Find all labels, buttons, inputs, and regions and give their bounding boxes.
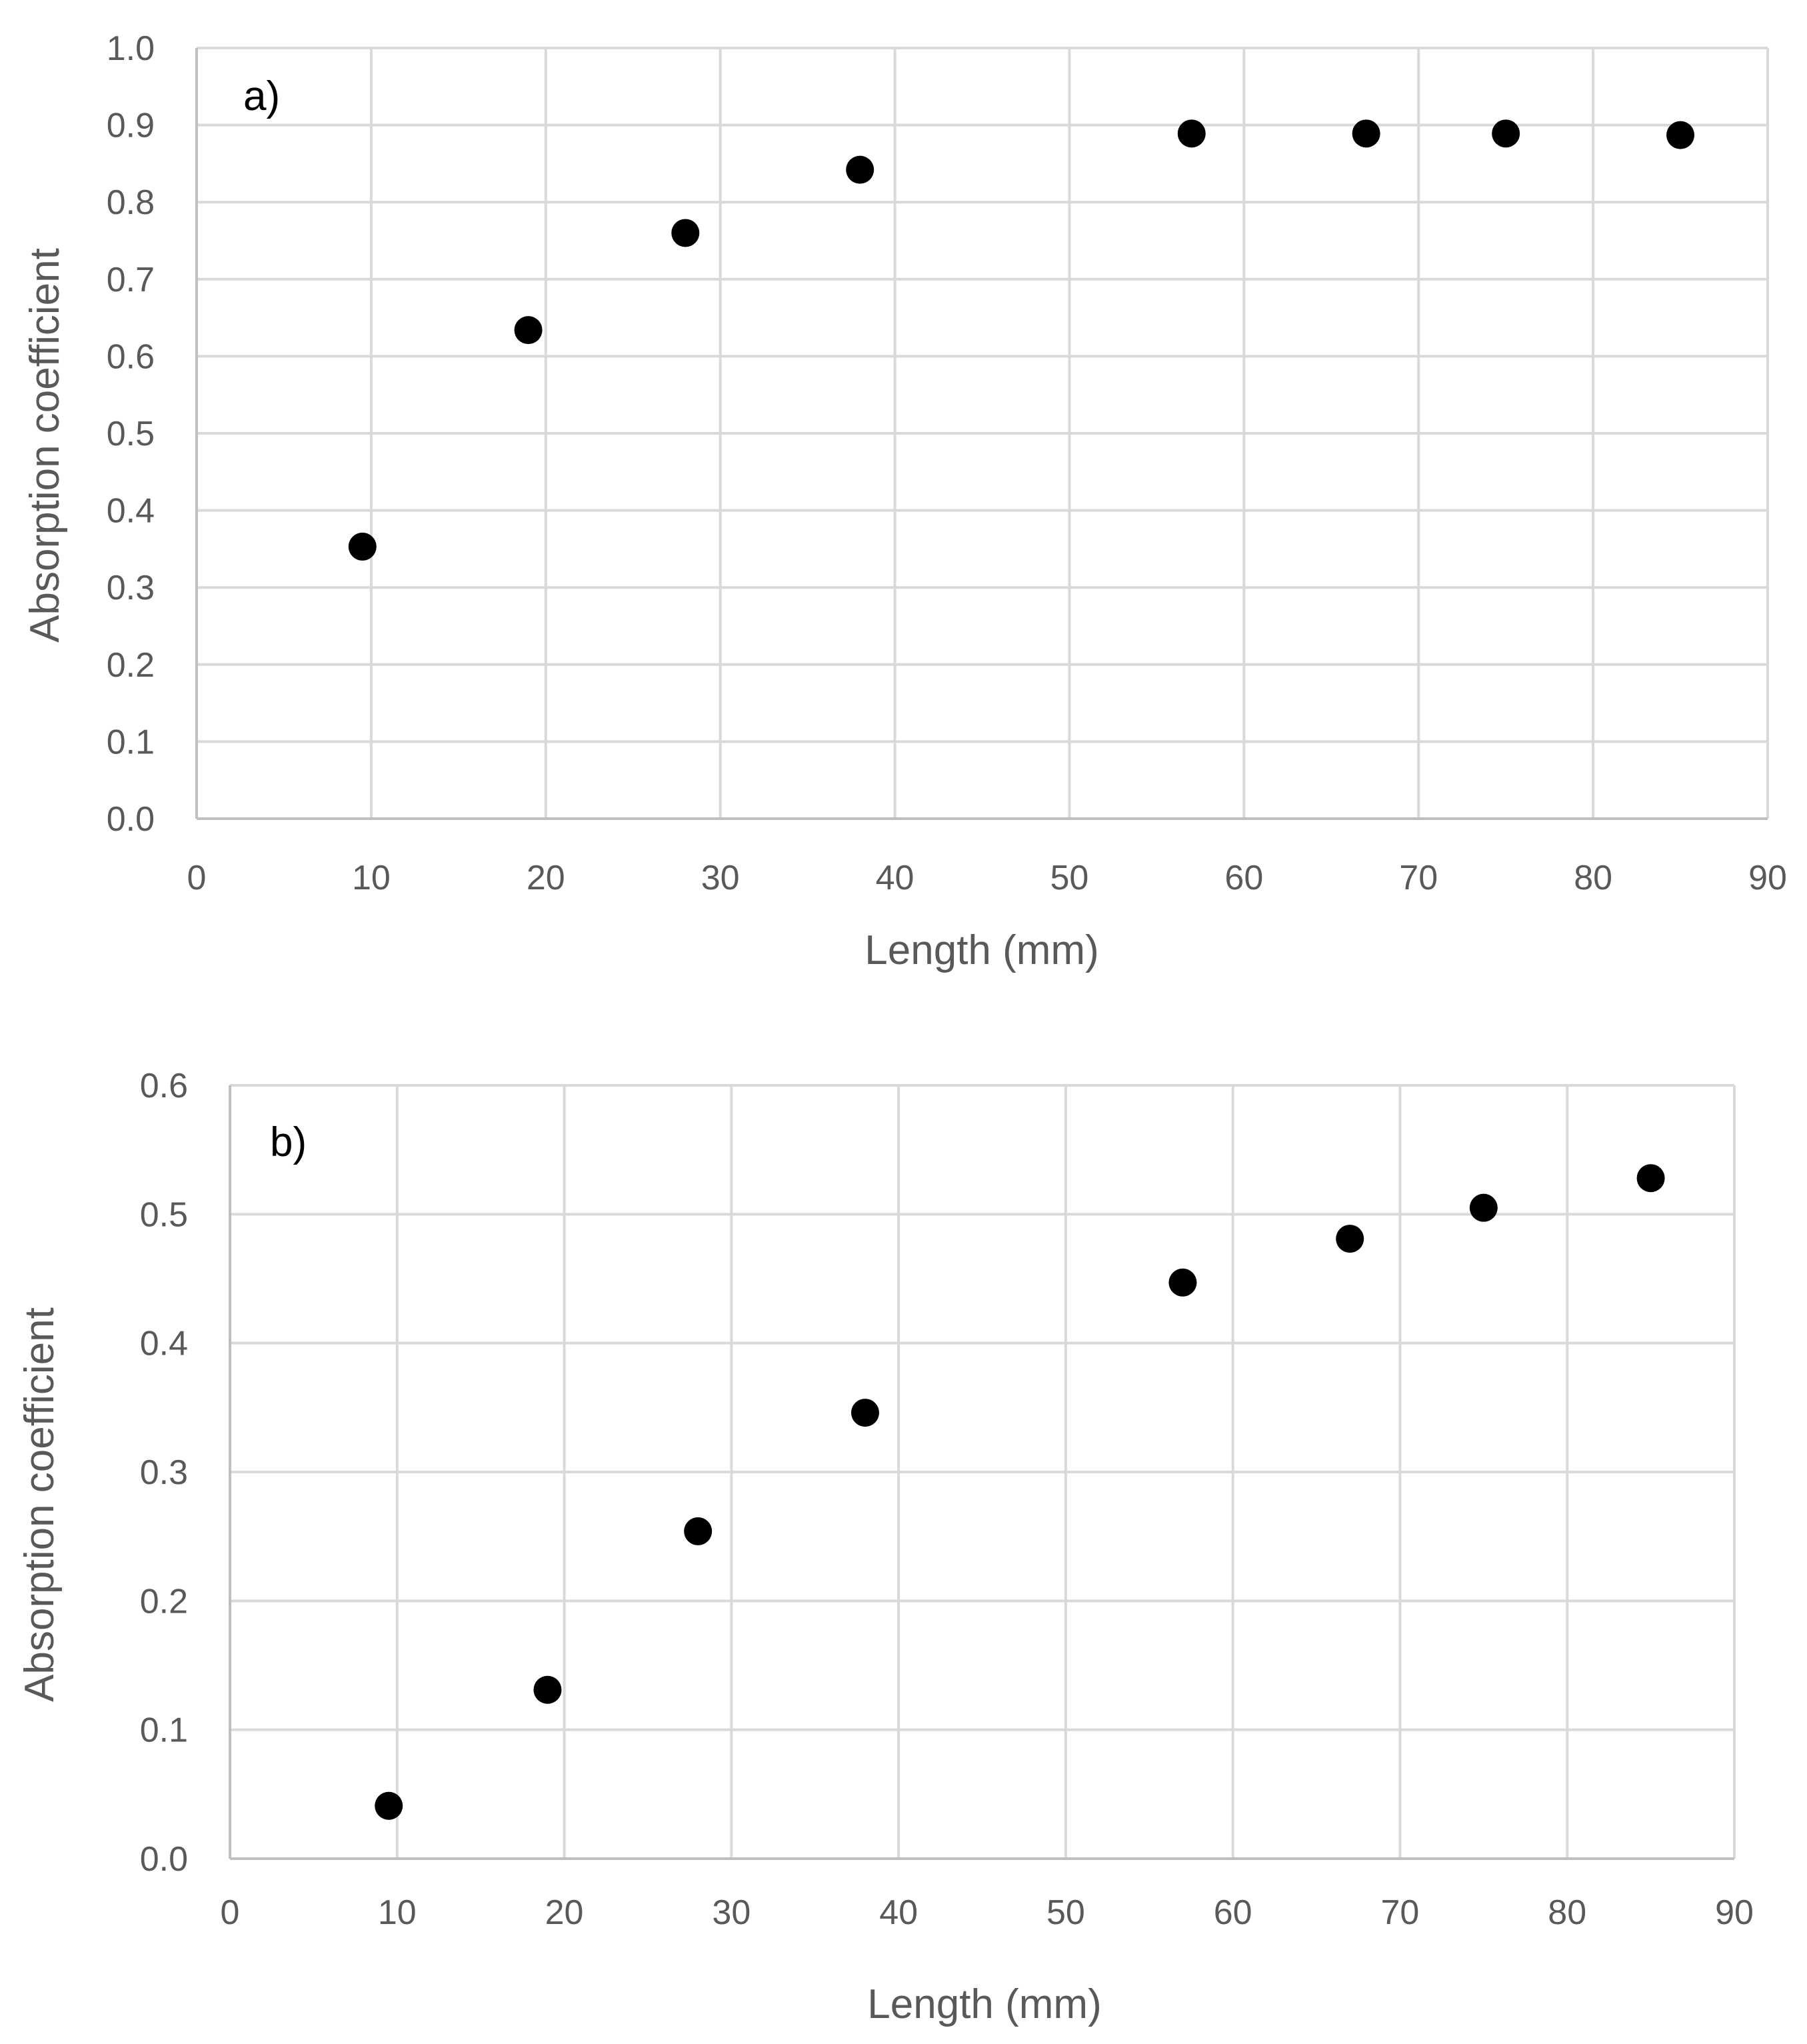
chart-b-x-tick-label: 30 [712,1893,751,1932]
chart-b-data-point [684,1517,713,1545]
chart-a-x-tick-label: 10 [352,859,391,897]
chart-a-y-tick-label: 0.1 [107,723,155,761]
chart-b-x-tick-label: 90 [1715,1893,1754,1932]
chart-a-y-tick-label: 0.3 [107,569,155,607]
chart-b-x-tick-label: 80 [1548,1893,1586,1932]
chart-b-data-point [533,1675,562,1704]
chart-a-y-tick-label: 0.5 [107,415,155,453]
chart-b-y-tick-label: 0.1 [140,1711,188,1750]
chart-a-y-tick-label: 0.8 [107,183,155,222]
chart-b-x-tick-label: 40 [879,1893,918,1932]
chart-a-panel-label: a) [243,73,280,119]
chart-b-axes [229,1085,1734,1860]
chart-a-x-tick-label: 90 [1748,859,1787,897]
chart-a-y-tick-label: 0.7 [107,261,155,299]
chart-a-axes [195,48,1768,820]
chart-b-x-tick-label: 20 [545,1893,584,1932]
chart-b-x-tick-label: 60 [1214,1893,1252,1932]
chart-b-y-tick-label: 0.4 [140,1325,188,1363]
chart-b-y-tick-label: 0.0 [140,1840,188,1879]
chart-a-data-point [1177,119,1206,148]
chart-a-x-tick-label: 70 [1399,859,1438,897]
chart-b-data-point [1336,1225,1364,1253]
chart-a-svg: 0 10 20 30 40 50 60 70 80 90 0.00.10.20.30.40.50.… [22,29,1787,973]
chart-b-yticks: 0.0 0.1 0.2 0.3 0.4 0.5 0.6 [140,1067,188,1879]
chart-b-panel-label: b) [270,1119,307,1165]
chart-a-xticks: 0 10 20 30 40 50 60 70 80 90 [187,859,1787,897]
chart-a-y-tick-label: 0.6 [107,337,155,376]
chart-panel-b: 0 10 20 30 40 50 60 70 80 90 0.0 0.1 0.2 0.3 0.4 0.5 0.… [0,1013,1807,2044]
chart-panel-a: 0 10 20 30 40 50 60 70 80 90 0.0 0.1 0.2 0.3 0.4 0.5 0.… [0,0,1807,1013]
chart-b-x-tick-label: 50 [1046,1893,1085,1932]
chart-b-y-tick-label: 0.3 [140,1453,188,1492]
chart-a-y-axis-title: Absorption coefficient [22,248,68,643]
chart-a-y-tick-label: 0.2 [107,646,155,685]
chart-b-data-point [1168,1268,1197,1297]
chart-a-data-point [846,155,875,184]
chart-a-data-point [671,219,700,247]
chart-b-x-tick-label: 0 [221,1893,240,1932]
chart-a-y-tick-label: 0.0 [107,800,155,839]
chart-b-y-tick-label: 0.6 [140,1067,188,1105]
chart-a-x-tick-label: 40 [876,859,914,897]
chart-b-svg: 0 10 20 30 40 50 60 70 80 90 0.00.10.20.30.40.50.… [17,1067,1754,2027]
chart-a-x-tick-label: 20 [527,859,565,897]
chart-b-data-point [1636,1164,1665,1193]
chart-a-y-tick-label: 0.4 [107,492,155,531]
chart-b-data-point [851,1399,879,1427]
chart-a-data-point [1666,121,1695,149]
chart-b-xticks: 0 10 20 30 40 50 60 70 80 90 [221,1893,1754,1932]
chart-b-points [375,1164,1665,1820]
chart-a-points [348,119,1695,561]
chart-a-x-tick-label: 50 [1050,859,1089,897]
chart-b-x-tick-label: 70 [1381,1893,1420,1932]
chart-a-x-tick-label: 30 [701,859,740,897]
chart-a-grid [197,47,1769,819]
chart-b-x-axis-title: Length (mm) [867,1981,1101,2027]
chart-a-x-tick-label: 80 [1574,859,1612,897]
chart-a-x-axis-title: Length (mm) [865,927,1098,973]
chart-a-data-point [1352,119,1380,148]
chart-a-data-point [1492,119,1520,148]
chart-b-data-point [1469,1193,1498,1222]
chart-b-y-tick-label: 0.5 [140,1195,188,1234]
chart-a-data-point [514,316,543,345]
chart-b-grid [230,1084,1736,1859]
chart-b-x-tick-label: 10 [378,1893,417,1932]
chart-b-y-axis-title: Absorption coefficient [17,1307,63,1702]
chart-b-data-point [375,1791,403,1820]
chart-b-y-tick-label: 0.2 [140,1582,188,1621]
chart-a-y-tick-label: 1.0 [107,29,155,68]
chart-a-data-point [348,532,377,561]
chart-a-yticks: 0.0 0.1 0.2 0.3 0.4 0.5 0.6 0.7 0.8 0.9 1.0 [107,29,155,839]
chart-a-x-tick-label: 0 [187,859,207,897]
chart-a-x-tick-label: 60 [1224,859,1263,897]
chart-a-y-tick-label: 0.9 [107,107,155,145]
